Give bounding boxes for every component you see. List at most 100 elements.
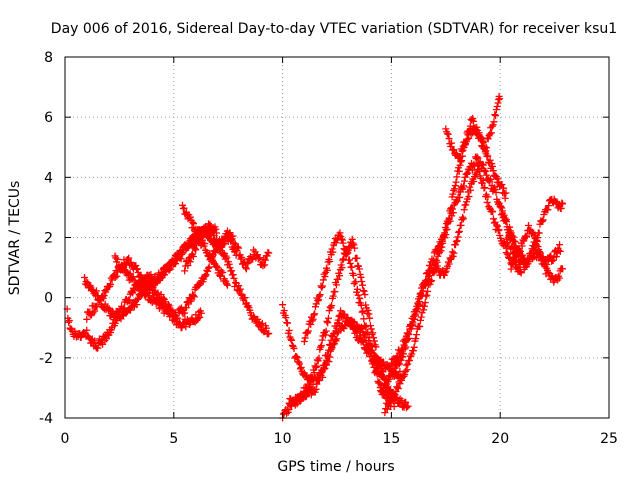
data-point [140, 286, 148, 294]
data-point [454, 233, 462, 241]
data-point [481, 143, 489, 151]
data-point [518, 242, 526, 250]
x-tick-label: 20 [491, 431, 509, 447]
data-point [461, 141, 469, 149]
data-point [402, 398, 410, 406]
data-point [409, 318, 417, 326]
data-point [300, 388, 308, 396]
data-point [398, 345, 406, 353]
data-point [333, 335, 341, 343]
data-point [346, 243, 354, 251]
data-point [206, 231, 214, 239]
data-point [473, 123, 481, 131]
data-point [315, 296, 323, 304]
data-point [374, 377, 382, 385]
data-point [405, 330, 413, 338]
data-point [483, 171, 491, 179]
data-point [378, 390, 386, 398]
data-point [125, 296, 133, 304]
data-point [390, 369, 398, 377]
data-point [522, 233, 530, 241]
data-point [226, 229, 234, 237]
data-point [153, 277, 161, 285]
data-point [474, 154, 482, 162]
data-point [314, 297, 322, 305]
data-point [115, 262, 123, 270]
data-point [190, 220, 198, 228]
data-point [296, 360, 304, 368]
data-point [323, 266, 331, 274]
data-point [484, 193, 492, 201]
data-point [416, 316, 424, 324]
data-point [456, 161, 464, 169]
data-point [242, 265, 250, 273]
data-point [555, 246, 563, 254]
data-point [350, 241, 358, 249]
data-point [194, 314, 202, 322]
data-point [476, 134, 484, 142]
data-point [448, 254, 456, 262]
data-point [318, 336, 326, 344]
data-point [223, 280, 231, 288]
data-point [179, 310, 187, 318]
data-point [483, 144, 491, 152]
data-point [370, 334, 378, 342]
data-point [404, 360, 412, 368]
data-point [91, 337, 99, 345]
data-point [259, 262, 267, 270]
data-point [493, 221, 501, 229]
data-point [456, 193, 464, 201]
data-point [441, 269, 449, 277]
data-point [100, 292, 108, 300]
data-point [394, 353, 402, 361]
data-point [456, 153, 464, 161]
data-point [317, 342, 325, 350]
data-point [353, 285, 361, 293]
data-point [482, 167, 490, 175]
data-point [364, 306, 372, 314]
data-point [159, 302, 167, 310]
data-point [318, 367, 326, 375]
data-point [297, 363, 305, 371]
x-tick-label: 5 [169, 431, 178, 447]
data-point [221, 234, 229, 242]
data-point [310, 369, 318, 377]
data-point [421, 282, 429, 290]
data-point [538, 217, 546, 225]
data-point [324, 314, 332, 322]
data-point [445, 135, 453, 143]
data-point [359, 281, 367, 289]
x-tick-label: 0 [61, 431, 70, 447]
data-point [383, 405, 391, 413]
y-axis-label: SDTVAR / TECUs [7, 181, 23, 296]
data-point [458, 147, 466, 155]
data-point [113, 272, 121, 280]
data-point [160, 294, 168, 302]
data-point [309, 315, 317, 323]
data-point [283, 319, 291, 327]
data-point [368, 346, 376, 354]
data-point [370, 337, 378, 345]
x-tick-label: 15 [382, 431, 400, 447]
data-point [227, 236, 235, 244]
data-point [523, 263, 531, 271]
data-point [481, 184, 489, 192]
data-point [502, 249, 510, 257]
data-point [101, 287, 109, 295]
data-point [487, 129, 495, 137]
data-point [557, 204, 565, 212]
data-point [329, 248, 337, 256]
data-point [185, 257, 193, 265]
data-point [470, 117, 478, 125]
data-point [312, 385, 320, 393]
data-point [390, 394, 398, 402]
data-point [491, 111, 499, 119]
data-point [197, 309, 205, 317]
axis-ticks: 0 5 10 15 20 25 -4 -2 0 2 4 6 8 [39, 50, 618, 447]
data-point [423, 278, 431, 286]
data-point [213, 262, 221, 270]
data-point [438, 243, 446, 251]
data-point [133, 301, 141, 309]
data-point [265, 249, 273, 257]
data-point [360, 338, 368, 346]
